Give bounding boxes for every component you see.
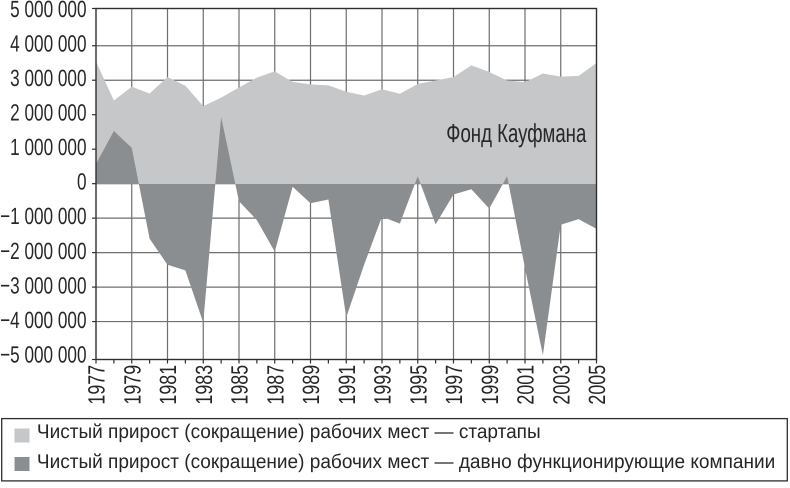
svg-text:2005: 2005 — [584, 365, 610, 405]
svg-text:Чистый прирост (сокращение) ра: Чистый прирост (сокращение) рабочих мест… — [37, 421, 541, 443]
svg-text:1981: 1981 — [155, 365, 181, 405]
svg-text:1995: 1995 — [405, 365, 431, 405]
svg-text:−3 000 000: −3 000 000 — [0, 272, 86, 298]
svg-text:0: 0 — [77, 169, 87, 195]
svg-text:1985: 1985 — [227, 365, 253, 405]
svg-text:1983: 1983 — [191, 365, 217, 405]
svg-text:1991: 1991 — [334, 365, 360, 405]
svg-text:−5 000 000: −5 000 000 — [0, 341, 86, 367]
svg-text:2001: 2001 — [513, 365, 539, 405]
svg-text:1 000 000: 1 000 000 — [10, 134, 86, 160]
svg-text:Фонд Кауфмана: Фонд Кауфмана — [446, 118, 586, 148]
svg-text:−1 000 000: −1 000 000 — [0, 203, 86, 229]
svg-text:2 000 000: 2 000 000 — [10, 100, 86, 126]
svg-text:1993: 1993 — [370, 365, 396, 405]
svg-text:4 000 000: 4 000 000 — [10, 30, 86, 56]
svg-text:−2 000 000: −2 000 000 — [0, 238, 86, 264]
svg-text:−4 000 000: −4 000 000 — [0, 307, 86, 333]
svg-text:1987: 1987 — [262, 365, 288, 405]
svg-text:1999: 1999 — [477, 365, 503, 405]
svg-text:Чистый прирост (сокращение) ра: Чистый прирост (сокращение) рабочих мест… — [37, 451, 775, 473]
svg-text:1977: 1977 — [84, 365, 110, 405]
svg-text:1989: 1989 — [298, 365, 324, 405]
svg-text:2003: 2003 — [548, 365, 574, 405]
svg-text:1997: 1997 — [441, 365, 467, 405]
svg-text:5 000 000: 5 000 000 — [10, 0, 86, 22]
svg-text:1979: 1979 — [119, 365, 145, 405]
svg-text:3 000 000: 3 000 000 — [10, 65, 86, 91]
